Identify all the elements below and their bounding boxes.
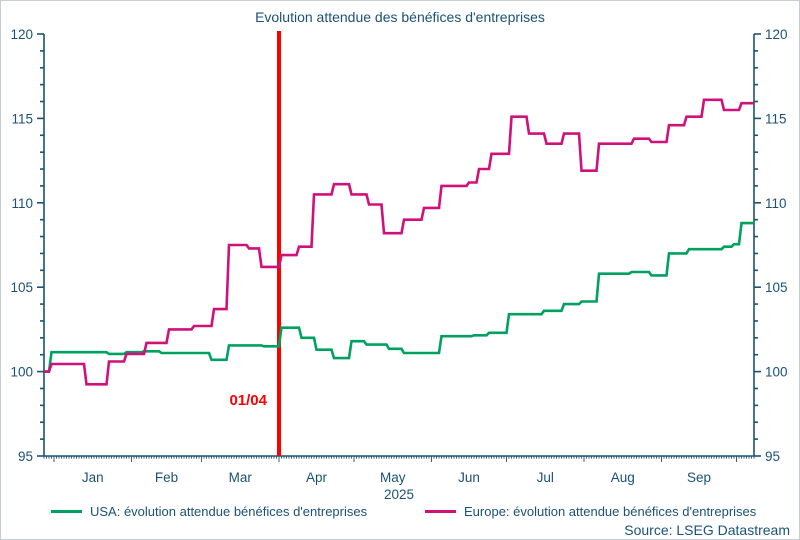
europe-line-swatch: [425, 509, 456, 513]
chart-title: Evolution attendue des bénéfices d'entre…: [255, 9, 545, 25]
source-attribution: Source: LSEG Datastream: [624, 522, 790, 538]
usa-line-swatch: [51, 509, 82, 513]
x-month-label: May: [380, 470, 406, 485]
y-tick-label-right: 95: [765, 449, 780, 464]
y-tick-label-left: 100: [10, 365, 33, 380]
series-line-europe: [44, 98, 754, 386]
legend-label-europe: Europe: évolution attendue bénéfices d'e…: [464, 503, 757, 519]
y-tick-label-right: 120: [765, 27, 788, 42]
x-year-label: 2025: [384, 487, 414, 502]
x-month-label: Apr: [306, 470, 328, 485]
y-tick-label-right: 100: [765, 365, 788, 380]
legend-item-usa: USA: évolution attendue bénéfices d'entr…: [51, 503, 367, 519]
y-tick-label-left: 120: [10, 27, 33, 42]
y-tick-label-left: 95: [18, 449, 33, 464]
legend-label-usa: USA: évolution attendue bénéfices d'entr…: [90, 503, 368, 519]
y-tick-label-right: 105: [765, 280, 788, 295]
y-tick-label-left: 110: [11, 196, 33, 211]
y-tick-label-left: 105: [10, 280, 33, 295]
legend-item-europe: Europe: évolution attendue bénéfices d'e…: [425, 503, 756, 519]
x-month-label: Jun: [458, 470, 480, 485]
series-line-usa: [44, 221, 754, 373]
annotation-date-label: 01/04: [229, 392, 267, 409]
x-month-label: Aug: [611, 470, 635, 485]
y-tick-label-right: 115: [765, 111, 787, 126]
y-tick-label-left: 115: [11, 111, 33, 126]
x-month-label: Mar: [229, 470, 253, 485]
x-month-label: Jan: [82, 470, 104, 485]
x-month-label: Feb: [155, 470, 178, 485]
y-tick-label-right: 110: [765, 196, 787, 211]
x-month-label: Jul: [537, 470, 554, 485]
x-month-label: Sep: [687, 470, 711, 485]
